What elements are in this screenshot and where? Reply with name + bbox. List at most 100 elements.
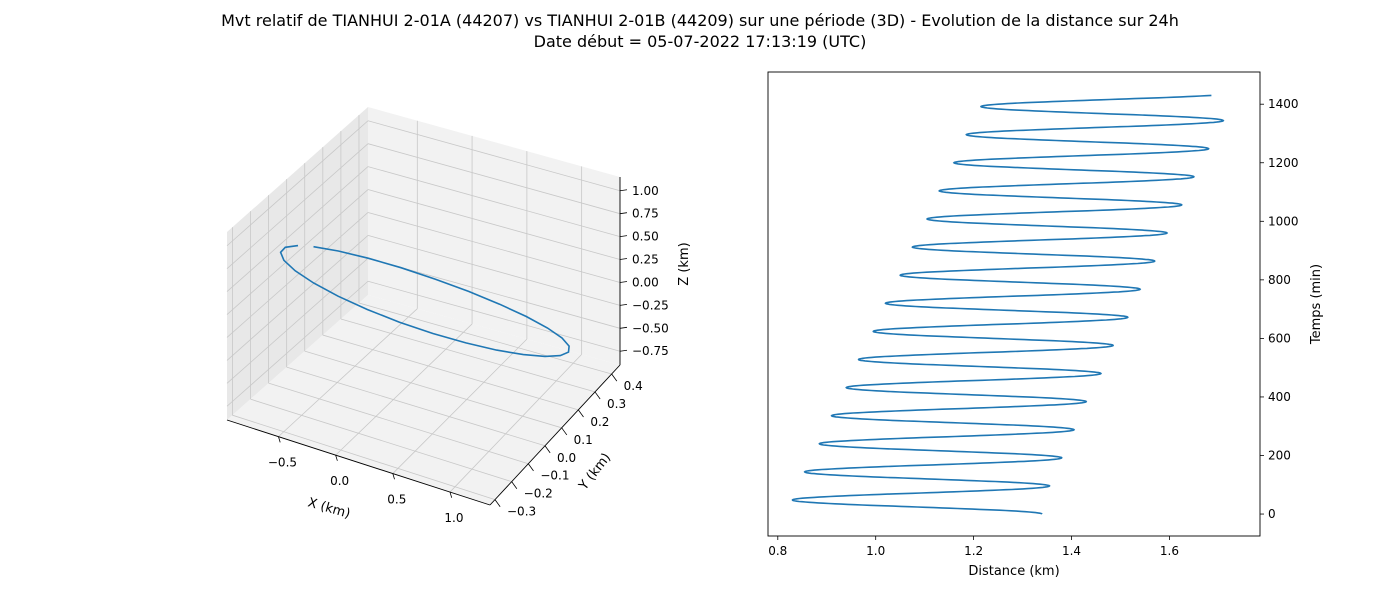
x-tick-label: 1.0 (866, 544, 885, 558)
grid-line-z (226, 212, 369, 338)
x-axis-label: Distance (km) (968, 564, 1059, 579)
y-tick-label: 0.2 (590, 415, 609, 429)
x-tick-label: 1.4 (1062, 544, 1081, 558)
grid-line-y (268, 382, 529, 465)
y-tick-label: 400 (1268, 390, 1291, 404)
grid-line-z (226, 143, 369, 269)
y-tick-label: 200 (1268, 448, 1291, 462)
grid-line-z (226, 166, 369, 292)
y-tick-mark (594, 391, 601, 400)
y-tick-mark (511, 481, 518, 490)
y-tick-label: −0.2 (524, 487, 553, 501)
z-axis-label: Z (km) (677, 242, 692, 285)
y-tick-label: 0.4 (624, 379, 643, 393)
y-tick-label: 0.3 (607, 397, 626, 411)
x-tick-mark (278, 436, 281, 443)
grid-line-z (367, 235, 621, 306)
grid-line-z (367, 143, 621, 215)
x-axis-line (226, 419, 491, 506)
grid-line-z (367, 280, 621, 352)
z-tick-mark (619, 235, 628, 238)
y-axis-label: Temps (min) (1309, 264, 1324, 345)
grid-line-y (322, 334, 579, 411)
grid-line-y (358, 302, 612, 375)
z-tick-mark (619, 212, 628, 215)
z-tick-mark (619, 258, 628, 260)
grid-line-z (367, 120, 621, 192)
ticks-3d: −0.5 0.0 0.5 1.0 −0.3 −0.2 −0.1 0.0 0.1 0.2 0.3 0.… (268, 184, 669, 525)
x-ticks: 0.8 1.0 1.2 1.4 1.6 (768, 536, 1179, 558)
z-tick-label: 0.50 (632, 230, 659, 244)
z-tick-label: 0.25 (632, 253, 659, 267)
pane-left (227, 107, 368, 420)
y-tick-label: 1400 (1268, 97, 1299, 111)
grid-line-z (367, 189, 621, 260)
y-ticks: −0.3 −0.2 −0.1 0.0 0.1 0.2 0.3 0.4 (494, 373, 643, 519)
x-tick-label: 1.0 (444, 511, 463, 525)
x-tick-mark (335, 454, 338, 461)
grid-line-y (286, 366, 546, 447)
pane-back (368, 107, 620, 365)
plot-frame (767, 71, 1261, 537)
z-tick-label: −0.25 (632, 298, 669, 312)
z-tick-mark (619, 189, 628, 192)
x-tick-label: −0.5 (268, 456, 297, 470)
grid-line-y (340, 318, 596, 393)
y-tick-label: 0 (1268, 507, 1276, 521)
figure-title-line2: Date début = 05-07-2022 17:13:19 (UTC) (534, 32, 867, 51)
z-tick-label: −0.75 (632, 344, 669, 358)
grid-line-y (250, 398, 512, 483)
x-tick-mark (449, 491, 453, 498)
grid-line-z (226, 120, 369, 247)
y-tick-mark (544, 445, 551, 454)
grid-line-z (367, 166, 621, 237)
y-tick-label: −0.1 (540, 469, 569, 483)
y-tick-mark (561, 427, 568, 436)
grid-3d (226, 115, 621, 500)
z-ticks: −0.75 −0.50 −0.25 0.00 0.25 0.50 0.75 1.00 (619, 184, 669, 358)
z-tick-label: −0.50 (632, 321, 669, 335)
z-tick-mark (619, 349, 628, 352)
y-tick-label: 0.0 (557, 451, 576, 465)
y-tick-label: 600 (1268, 331, 1291, 345)
plot-area (768, 72, 1260, 536)
x-tick-label: 1.6 (1160, 544, 1179, 558)
grid-line-z (367, 212, 621, 283)
distance-line (791, 94, 1225, 515)
y-tick-label: 800 (1268, 273, 1291, 287)
x-tick-label: 0.5 (387, 493, 406, 507)
grid-line-z (226, 280, 369, 407)
z-tick-label: 0.75 (632, 207, 659, 221)
grid-line-z (226, 235, 369, 361)
y-ticks: 0 200 400 600 800 1000 1200 1400 (1260, 97, 1299, 521)
grid-line-z (226, 258, 369, 384)
y-tick-label: −0.3 (507, 505, 536, 519)
grid-line-y (304, 350, 562, 429)
y-axis-label: Y (km) (576, 451, 615, 494)
x-tick-label: 0.0 (330, 474, 349, 488)
y-tick-label: 0.1 (574, 433, 593, 447)
z-tick-mark (619, 303, 628, 306)
z-tick-label: 1.00 (632, 184, 659, 198)
x-tick-label: 1.2 (964, 544, 983, 558)
x-tick-label: 0.8 (768, 544, 787, 558)
y-tick-mark (528, 463, 534, 472)
plot-distance-time: 0.8 1.0 1.2 1.4 1.6 0 200 400 600 800 1000 1200 140… (767, 71, 1324, 579)
grid-line-y (232, 414, 496, 500)
y-tick-mark (494, 499, 501, 507)
x-ticks: −0.5 0.0 0.5 1.0 (268, 436, 464, 525)
y-tick-mark (611, 373, 618, 382)
y-tick-mark (578, 409, 584, 418)
x-tick-mark (392, 473, 395, 480)
x-axis-label: X (km) (306, 495, 352, 521)
y-tick-label: 1000 (1268, 214, 1299, 228)
orbit-line (279, 244, 570, 358)
pane-floor (227, 295, 620, 505)
z-tick-mark (619, 281, 628, 283)
grid-line-z (226, 189, 369, 315)
z-tick-label: 0.00 (632, 275, 659, 289)
figure-title-line1: Mvt relatif de TIANHUI 2-01A (44207) vs … (221, 11, 1179, 30)
z-tick-mark (619, 326, 628, 329)
y-tick-label: 1200 (1268, 156, 1299, 170)
